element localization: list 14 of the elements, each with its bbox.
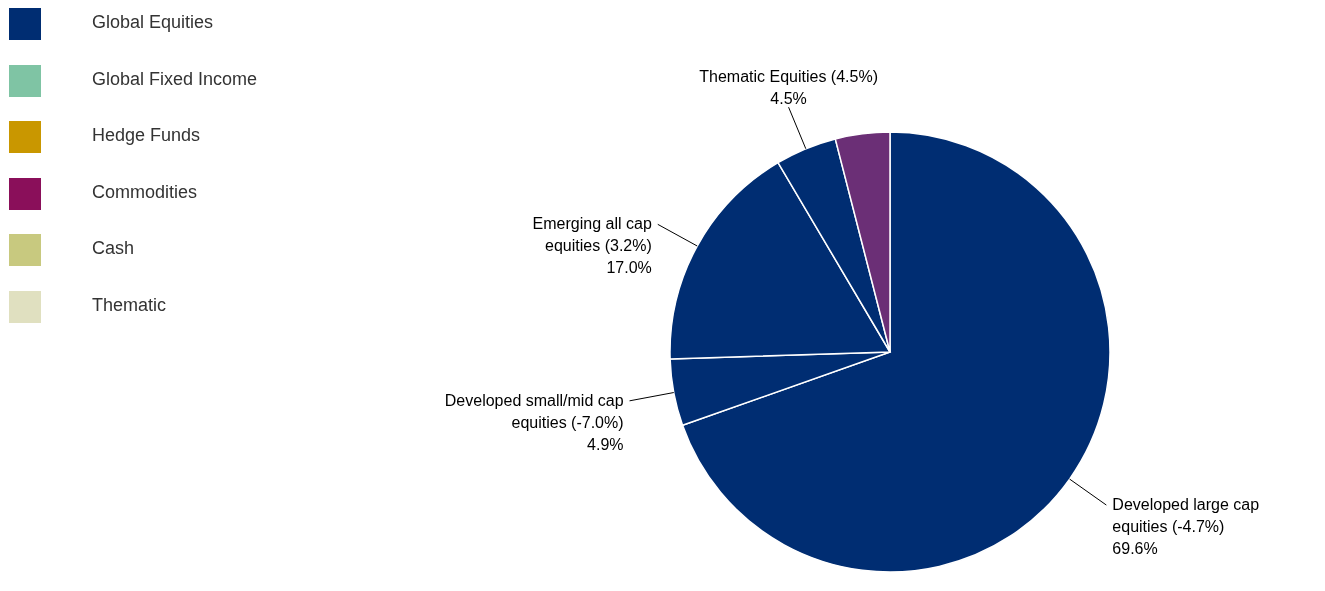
category-label: Hedge Funds [92,125,201,146]
category-label: Global Equities [92,12,214,33]
slice-label: Developed large cap equities (-4.7%) [1112,496,1260,536]
slice-label: Thematic Equities (4.5%) [699,68,878,86]
category-label: Global Fixed Income [92,68,258,90]
data-label: 69.6% [1112,540,1158,558]
data-label: 4.9% [587,435,624,453]
data-label: 17.0% [606,259,652,277]
category-label: Commodities [92,181,198,203]
slice-label: Developed small/mid cap equities (-7.0%) [444,391,624,431]
category-label: Thematic [92,294,167,316]
slice-label: Emerging all cap equities (3.2%) [532,215,652,255]
data-label: 4.5% [770,90,807,108]
category-label: Cash [92,238,135,259]
